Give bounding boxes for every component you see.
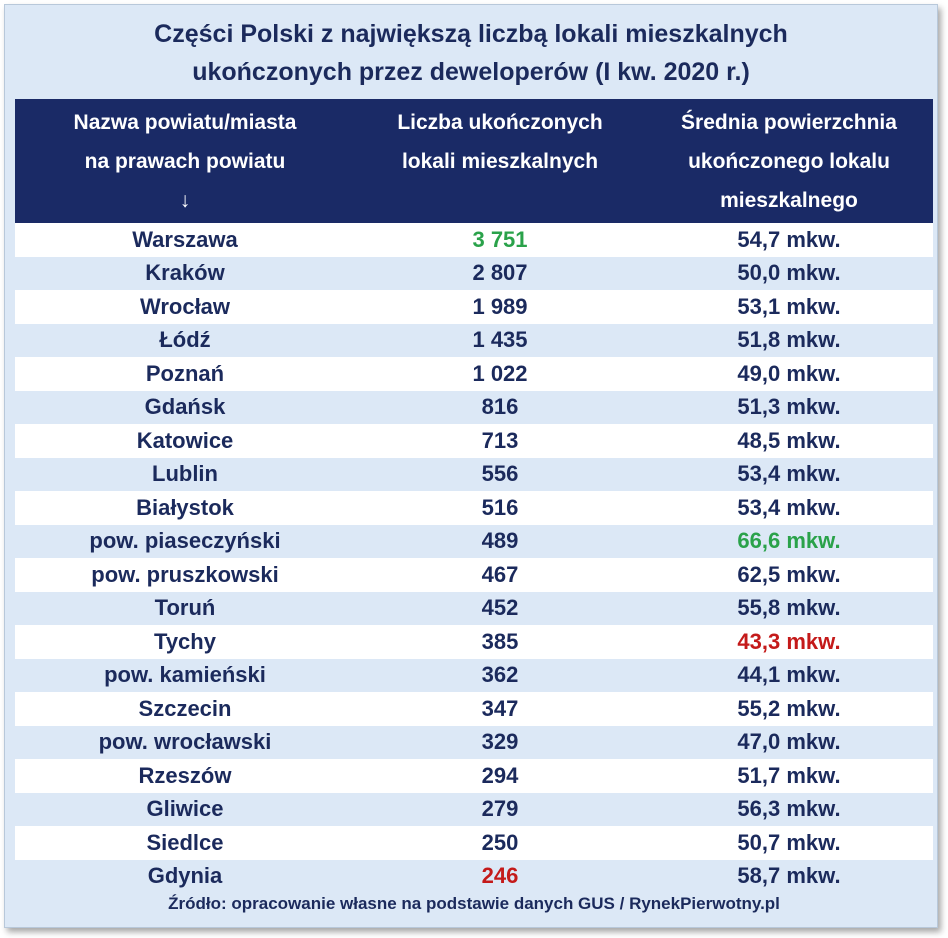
table-row: Tychy 385 43,3 mkw. bbox=[15, 625, 933, 659]
cell-name: Toruń bbox=[154, 595, 216, 621]
cell-name: pow. piaseczyński bbox=[89, 528, 281, 554]
table-row: Lublin 556 53,4 mkw. bbox=[15, 457, 933, 491]
table-row: Gdańsk 816 51,3 mkw. bbox=[15, 390, 933, 424]
cell-area: 53,1 mkw. bbox=[737, 293, 841, 319]
cell-count: 516 bbox=[481, 494, 519, 520]
cell-area: 51,8 mkw. bbox=[737, 327, 841, 353]
cell-name: Łódź bbox=[159, 327, 211, 353]
table-row: Gdynia 246 58,7 mkw. bbox=[15, 859, 933, 893]
table-row: pow. kamieński 362 44,1 mkw. bbox=[15, 658, 933, 692]
cell-name: pow. wrocławski bbox=[98, 729, 272, 755]
cell-name: Siedlce bbox=[146, 829, 224, 855]
table-row: Katowice 713 48,5 mkw. bbox=[15, 424, 933, 458]
table-row: Poznań 1 022 49,0 mkw. bbox=[15, 357, 933, 391]
header-name-line-2: na prawach powiatu bbox=[84, 150, 286, 173]
cell-area: 50,7 mkw. bbox=[737, 829, 841, 855]
cell-name: Gdynia bbox=[147, 863, 223, 889]
cell-area: 58,7 mkw. bbox=[737, 863, 841, 889]
table-row: Rzeszów 294 51,7 mkw. bbox=[15, 759, 933, 793]
header-name-line-1: Nazwa powiatu/miasta bbox=[73, 111, 297, 134]
table-row: pow. pruszkowski 467 62,5 mkw. bbox=[15, 558, 933, 592]
cell-name: Poznań bbox=[145, 360, 225, 386]
table-title: Części Polski z największą liczbą lokali… bbox=[5, 15, 937, 91]
cell-count: 1 022 bbox=[472, 360, 528, 386]
table-row: pow. piaseczyński 489 66,6 mkw. bbox=[15, 524, 933, 558]
cell-area: 54,7 mkw. bbox=[737, 226, 841, 252]
cell-name: Tychy bbox=[154, 628, 216, 654]
cell-count: 489 bbox=[481, 528, 519, 554]
cell-name: Rzeszów bbox=[138, 762, 232, 788]
cell-name: Katowice bbox=[136, 427, 234, 453]
cell-name: Gliwice bbox=[146, 796, 224, 822]
cell-count: 713 bbox=[481, 427, 519, 453]
header-area-line-1: Średnia powierzchnia bbox=[681, 111, 897, 134]
cell-area: 51,7 mkw. bbox=[737, 762, 841, 788]
cell-area: 48,5 mkw. bbox=[737, 427, 841, 453]
cell-name: Lublin bbox=[152, 461, 218, 487]
header-count-line-1: Liczba ukończonych bbox=[397, 111, 603, 134]
table-body: Warszawa 3 751 54,7 mkw. Kraków 2 807 50,0 mk… bbox=[15, 223, 933, 893]
cell-area: 43,3 mkw. bbox=[737, 628, 841, 654]
cell-name: Wrocław bbox=[139, 293, 231, 319]
table-row: Kraków 2 807 50,0 mkw. bbox=[15, 256, 933, 290]
cell-area: 53,4 mkw. bbox=[737, 461, 841, 487]
header-area-line-2: ukończonego lokalu bbox=[688, 150, 890, 173]
source-note: Źródło: opracowanie własne na podstawie … bbox=[168, 894, 780, 913]
cell-count: 452 bbox=[481, 595, 519, 621]
cell-name: Warszawa bbox=[132, 226, 238, 252]
sort-arrow-icon: ↓ bbox=[179, 189, 191, 212]
cell-count: 362 bbox=[481, 662, 519, 688]
header-count-line-2: lokali mieszkalnych bbox=[401, 150, 599, 173]
table-row: Szczecin 347 55,2 mkw. bbox=[15, 692, 933, 726]
cell-area: 44,1 mkw. bbox=[737, 662, 841, 688]
cell-count: 294 bbox=[481, 762, 519, 788]
cell-area: 56,3 mkw. bbox=[737, 796, 841, 822]
cell-area: 66,6 mkw. bbox=[737, 528, 841, 554]
cell-count: 250 bbox=[481, 829, 519, 855]
cell-count: 3 751 bbox=[472, 226, 528, 252]
cell-count: 556 bbox=[481, 461, 519, 487]
cell-count: 347 bbox=[481, 695, 519, 721]
cell-area: 50,0 mkw. bbox=[737, 260, 841, 286]
cell-area: 62,5 mkw. bbox=[737, 561, 841, 587]
cell-count: 246 bbox=[481, 863, 519, 889]
table-row: pow. wrocławski 329 47,0 mkw. bbox=[15, 725, 933, 759]
table-row: Warszawa 3 751 54,7 mkw. bbox=[15, 223, 933, 257]
cell-name: pow. kamieński bbox=[104, 662, 266, 688]
cell-count: 1 989 bbox=[472, 293, 528, 319]
cell-area: 47,0 mkw. bbox=[737, 729, 841, 755]
cell-name: Gdańsk bbox=[144, 394, 226, 420]
table-row: Białystok 516 53,4 mkw. bbox=[15, 491, 933, 525]
cell-area: 55,2 mkw. bbox=[737, 695, 841, 721]
cell-name: Białystok bbox=[136, 494, 234, 520]
table-row: Wrocław 1 989 53,1 mkw. bbox=[15, 290, 933, 324]
data-table: Nazwa powiatu/miasta na prawach powiatu … bbox=[15, 99, 933, 893]
cell-area: 51,3 mkw. bbox=[737, 394, 841, 420]
cell-area: 55,8 mkw. bbox=[737, 595, 841, 621]
header-area-line-3: mieszkalnego bbox=[720, 189, 858, 212]
cell-count: 279 bbox=[481, 796, 519, 822]
table-row: Łódź 1 435 51,8 mkw. bbox=[15, 323, 933, 357]
cell-name: pow. pruszkowski bbox=[91, 561, 279, 587]
table-row: Siedlce 250 50,7 mkw. bbox=[15, 826, 933, 860]
cell-area: 49,0 mkw. bbox=[737, 360, 841, 386]
cell-count: 329 bbox=[481, 729, 519, 755]
cell-name: Kraków bbox=[145, 260, 225, 286]
cell-count: 816 bbox=[481, 394, 519, 420]
cell-count: 1 435 bbox=[472, 327, 528, 353]
header-count: Liczba ukończonych lokali mieszkalnych bbox=[355, 99, 645, 223]
cell-area: 53,4 mkw. bbox=[737, 494, 841, 520]
table-row: Toruń 452 55,8 mkw. bbox=[15, 591, 933, 625]
cell-count: 467 bbox=[481, 561, 519, 587]
header-name: Nazwa powiatu/miasta na prawach powiatu … bbox=[15, 99, 355, 223]
header-area: Średnia powierzchnia ukończonego lokalu … bbox=[645, 99, 933, 223]
table-header: Nazwa powiatu/miasta na prawach powiatu … bbox=[15, 99, 933, 223]
title-line-1: Części Polski z największą liczbą lokali… bbox=[154, 20, 788, 48]
table-row: Gliwice 279 56,3 mkw. bbox=[15, 792, 933, 826]
title-line-2: ukończonych przez deweloperów (I kw. 202… bbox=[192, 58, 750, 86]
cell-count: 385 bbox=[481, 628, 519, 654]
cell-name: Szczecin bbox=[138, 695, 232, 721]
cell-count: 2 807 bbox=[472, 260, 528, 286]
